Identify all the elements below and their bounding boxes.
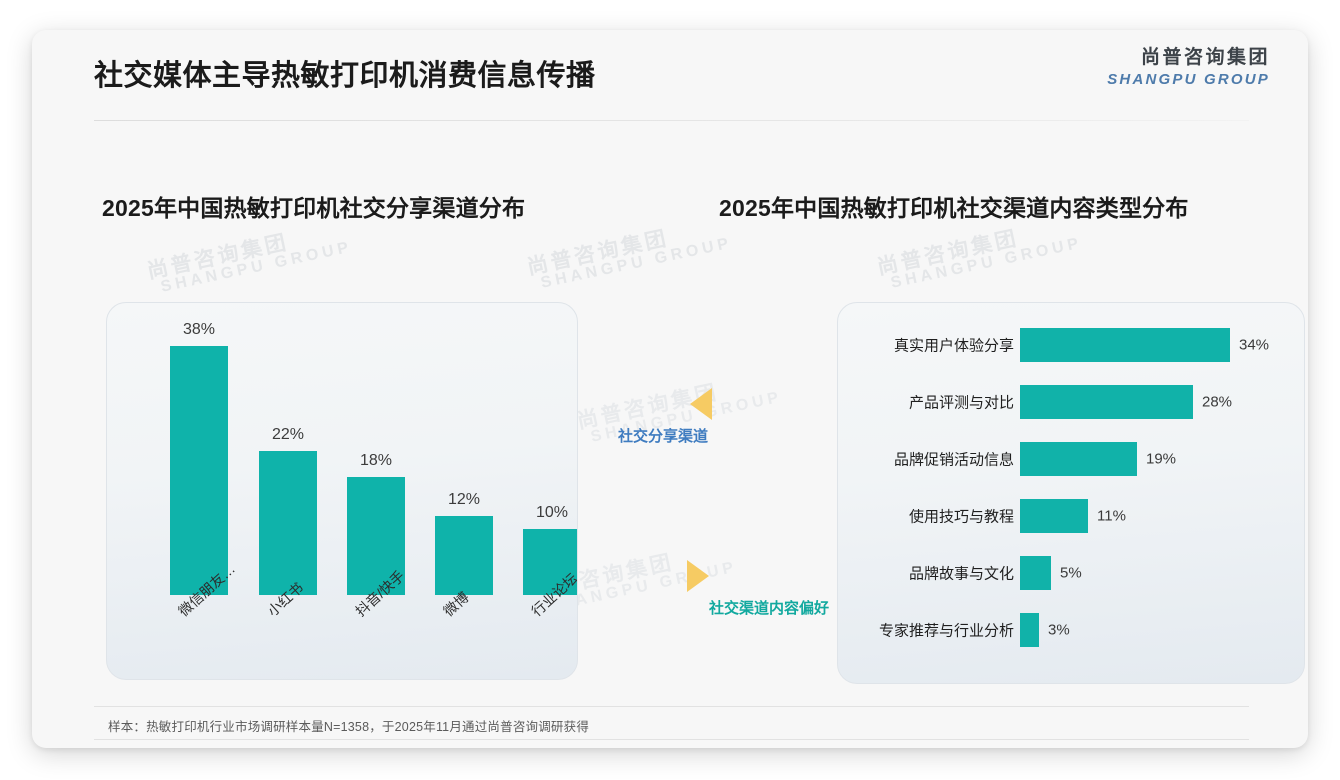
bar-row: 专家推荐与行业分析 3% <box>838 613 1304 647</box>
triangle-right-icon <box>687 560 709 592</box>
brand-logo-cn: 尚普咨询集团 <box>1140 47 1270 68</box>
bar-category-label: 品牌故事与文化 <box>908 565 1014 583</box>
column-bar <box>259 451 317 595</box>
website-link[interactable]: www.shangpu-china.com <box>1101 747 1246 748</box>
horizontal-bar <box>1020 499 1088 533</box>
bar-value-label: 28% <box>1202 393 1233 411</box>
note-divider <box>94 706 1249 707</box>
column-value-label: 38% <box>182 321 216 338</box>
triangle-left-icon <box>690 388 712 420</box>
right-chart-card: 真实用户体验分享 34% 产品评测与对比 28% 品牌促销活动信息 19% 使用技巧与教程 1… <box>837 302 1305 684</box>
horizontal-bar <box>1020 328 1230 362</box>
annotation-content-preference: 社交渠道内容偏好 <box>687 560 847 620</box>
watermark: 尚普咨询集团 SHANGPU GROUP <box>145 230 354 297</box>
sample-note: 样本：热敏打印机行业市场调研样本量N=1358，于2025年11月通过尚普咨询调… <box>108 720 590 734</box>
left-chart-card: 38% 微信朋友… 22% 小红书 18% 抖音/快手 12% 微博 10% 行业论坛… <box>106 302 578 680</box>
bar-value-label: 34% <box>1239 336 1270 354</box>
bar-value-label: 11% <box>1097 507 1126 525</box>
bar-category-label: 品牌促销活动信息 <box>893 451 1014 469</box>
horizontal-bar <box>1020 442 1137 476</box>
annotation-left-label: 社交分享渠道 <box>618 428 709 445</box>
page-title: 社交媒体主导热敏打印机消费信息传播 <box>94 60 596 92</box>
bar-category-label: 使用技巧与教程 <box>908 508 1014 526</box>
column-value-label: 22% <box>271 426 305 443</box>
bar-value-label: 3% <box>1048 621 1070 639</box>
horizontal-bar <box>1020 385 1193 419</box>
footer-divider <box>94 739 1249 740</box>
copyright-text: ©2026.1 SHANGPU GROUP <box>94 747 262 748</box>
bar-category-label: 产品评测与对比 <box>908 394 1014 412</box>
horizontal-bar <box>1020 556 1051 590</box>
bar-row: 品牌促销活动信息 19% <box>838 442 1304 476</box>
brand-logo: 尚普咨询集团 SHANGPU GROUP <box>1107 48 1270 87</box>
watermark: 尚普咨询集团 SHANGPU GROUP <box>525 226 734 293</box>
column-value-label: 12% <box>447 491 481 508</box>
bar-category-label: 专家推荐与行业分析 <box>878 622 1014 640</box>
header-divider <box>94 120 1249 121</box>
left-chart-title: 2025年中国热敏打印机社交分享渠道分布 <box>102 195 526 221</box>
watermark: 尚普咨询集团 SHANGPU GROUP <box>875 226 1084 293</box>
horizontal-bar <box>1020 613 1039 647</box>
column-bar <box>435 516 493 595</box>
brand-logo-en: SHANGPU GROUP <box>1107 71 1270 88</box>
column-bar <box>523 529 577 595</box>
bar-category-label: 真实用户体验分享 <box>893 337 1014 355</box>
column-value-label: 10% <box>535 504 569 521</box>
column-value-label: 18% <box>359 452 393 469</box>
annotation-right-label: 社交渠道内容偏好 <box>709 600 830 617</box>
right-chart-title: 2025年中国热敏打印机社交渠道内容类型分布 <box>719 195 1189 221</box>
column-bar <box>170 346 228 595</box>
column-chart: 38% 微信朋友… 22% 小红书 18% 抖音/快手 12% 微博 10% 行业论坛… <box>107 303 577 679</box>
annotation-social-channels: 社交分享渠道 <box>618 388 728 448</box>
bar-row: 真实用户体验分享 34% <box>838 328 1304 362</box>
column-bar <box>347 477 405 595</box>
bar-value-label: 19% <box>1146 450 1177 468</box>
bar-row: 产品评测与对比 28% <box>838 385 1304 419</box>
bar-row: 品牌故事与文化 5% <box>838 556 1304 590</box>
slide-header: 社交媒体主导热敏打印机消费信息传播 尚普咨询集团 SHANGPU GROUP <box>32 30 1308 121</box>
bar-row: 使用技巧与教程 11% <box>838 499 1304 533</box>
horizontal-bar-chart: 真实用户体验分享 34% 产品评测与对比 28% 品牌促销活动信息 19% 使用技巧与教程 1… <box>838 303 1304 683</box>
slide-canvas: 社交媒体主导热敏打印机消费信息传播 尚普咨询集团 SHANGPU GROUP 2… <box>32 30 1308 748</box>
bar-value-label: 5% <box>1060 564 1082 582</box>
